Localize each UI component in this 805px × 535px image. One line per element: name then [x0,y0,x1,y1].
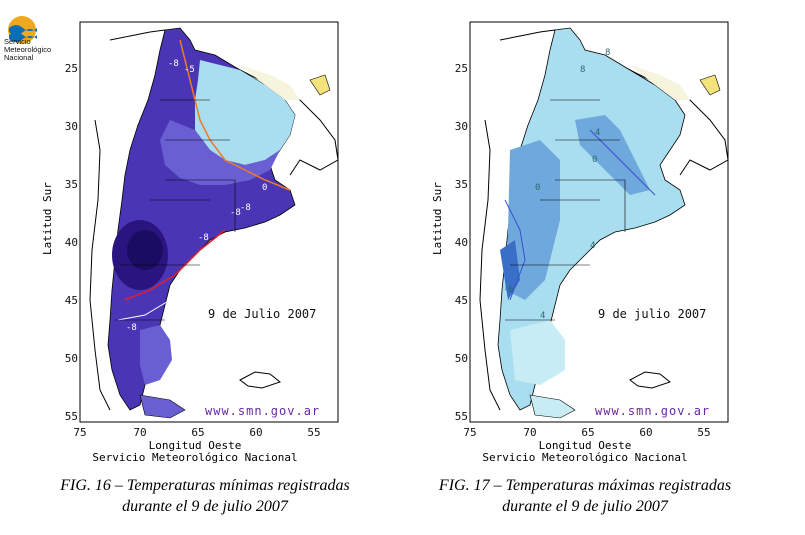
min-temperature-map: -8 -5 0 -8 -8 -8 -8 25 30 35 40 45 50 55… [65,21,339,439]
contour-label: 4 [540,311,545,321]
contour-label: 4 [590,241,595,251]
cold-zone-andes [500,240,520,300]
y-axis-title: Latitud Sur [431,182,444,255]
coast-chile [89,119,111,411]
x-tick-label: 60 [249,426,262,439]
x-tick-label: 70 [523,426,536,439]
mid-zone [160,120,280,185]
max-temperature-map: 8 8 4 0 0 4 0 4 25 30 35 40 45 50 55 75 … [455,21,729,439]
max-temperature-panel: 8 8 4 0 0 4 0 4 25 30 35 40 45 50 55 75 … [400,0,790,535]
isoline-white [117,299,171,321]
y-tick-label: 30 [455,120,468,133]
contour-label: 0 [592,155,597,165]
contour-label: -8 [126,323,137,333]
contour-label: 0 [508,285,513,295]
yellow-zone [699,74,721,96]
y-axis-title: Latitud Sur [41,182,54,255]
cream-zone [240,65,300,100]
border-north [499,29,729,176]
y-tick-label: 30 [65,120,78,133]
province-borders [505,99,626,321]
y-tick-label: 35 [455,178,468,191]
x-tick-label: 55 [697,426,710,439]
cream-zone [630,65,690,100]
contour-label: -8 [168,59,179,69]
x-tick-label: 75 [463,426,476,439]
contour-label: -8 [198,233,209,243]
contour-label: -5 [184,65,195,75]
website-label: www.smn.gov.ar [205,404,320,418]
figure-caption: FIG. 17 – Temperaturas máximas registrad… [438,477,732,515]
y-tick-label: 35 [65,178,78,191]
x-tick-label: 65 [581,426,594,439]
contour-label: 0 [535,183,540,193]
y-tick-label: 40 [455,236,468,249]
figure-caption: FIG. 16 – Temperaturas mínimas registrad… [60,477,350,515]
x-tick-label: 65 [191,426,204,439]
y-tick-label: 55 [455,410,468,423]
south-zone [140,325,172,385]
border-north [109,29,339,176]
y-tick-label: 25 [455,62,468,75]
website-label: www.smn.gov.ar [595,404,710,418]
contour-label: 8 [580,65,585,75]
isoline-red [124,229,226,301]
south-zone [510,320,565,385]
coast-chile [479,119,501,411]
x-tick-label: 75 [73,426,86,439]
x-tick-label: 60 [639,426,652,439]
province-borders [115,99,236,321]
tierra-del-fuego [529,394,576,419]
y-tick-label: 45 [65,294,78,307]
smn-logo-text: Servicio Meteorológico Nacional [4,37,52,62]
cool-zone-west [505,140,560,300]
y-tick-label: 50 [455,352,468,365]
malvinas-islands [239,371,282,389]
tierra-del-fuego [139,394,186,419]
contour-label: -8 [240,203,251,213]
map-date-label: 9 de julio 2007 [598,307,706,321]
x-axis-title: Longitud Oeste Servicio Meteorológico Na… [92,439,298,464]
x-tick-label: 70 [133,426,146,439]
contour-label: -8 [230,208,241,218]
cold-core-inner [127,230,163,270]
min-temperature-panel: -8 -5 0 -8 -8 -8 -8 25 30 35 40 45 50 55… [0,0,390,535]
y-tick-label: 45 [455,294,468,307]
yellow-zone [309,74,331,96]
contour-label: 8 [605,48,610,58]
malvinas-islands [629,371,672,389]
y-tick-label: 50 [65,352,78,365]
cool-zone-center [575,115,650,195]
smn-logo-icon [8,16,37,44]
y-tick-label: 25 [65,62,78,75]
map-date-label: 9 de Julio 2007 [208,307,316,321]
x-axis-title: Longitud Oeste Servicio Meteorológico Na… [482,439,688,464]
contour-label: 4 [595,128,600,138]
x-tick-label: 55 [307,426,320,439]
contour-label: 0 [262,183,267,193]
isoline-0 [179,39,291,191]
y-tick-label: 55 [65,410,78,423]
y-tick-label: 40 [65,236,78,249]
warm-zone-ne [195,60,295,165]
